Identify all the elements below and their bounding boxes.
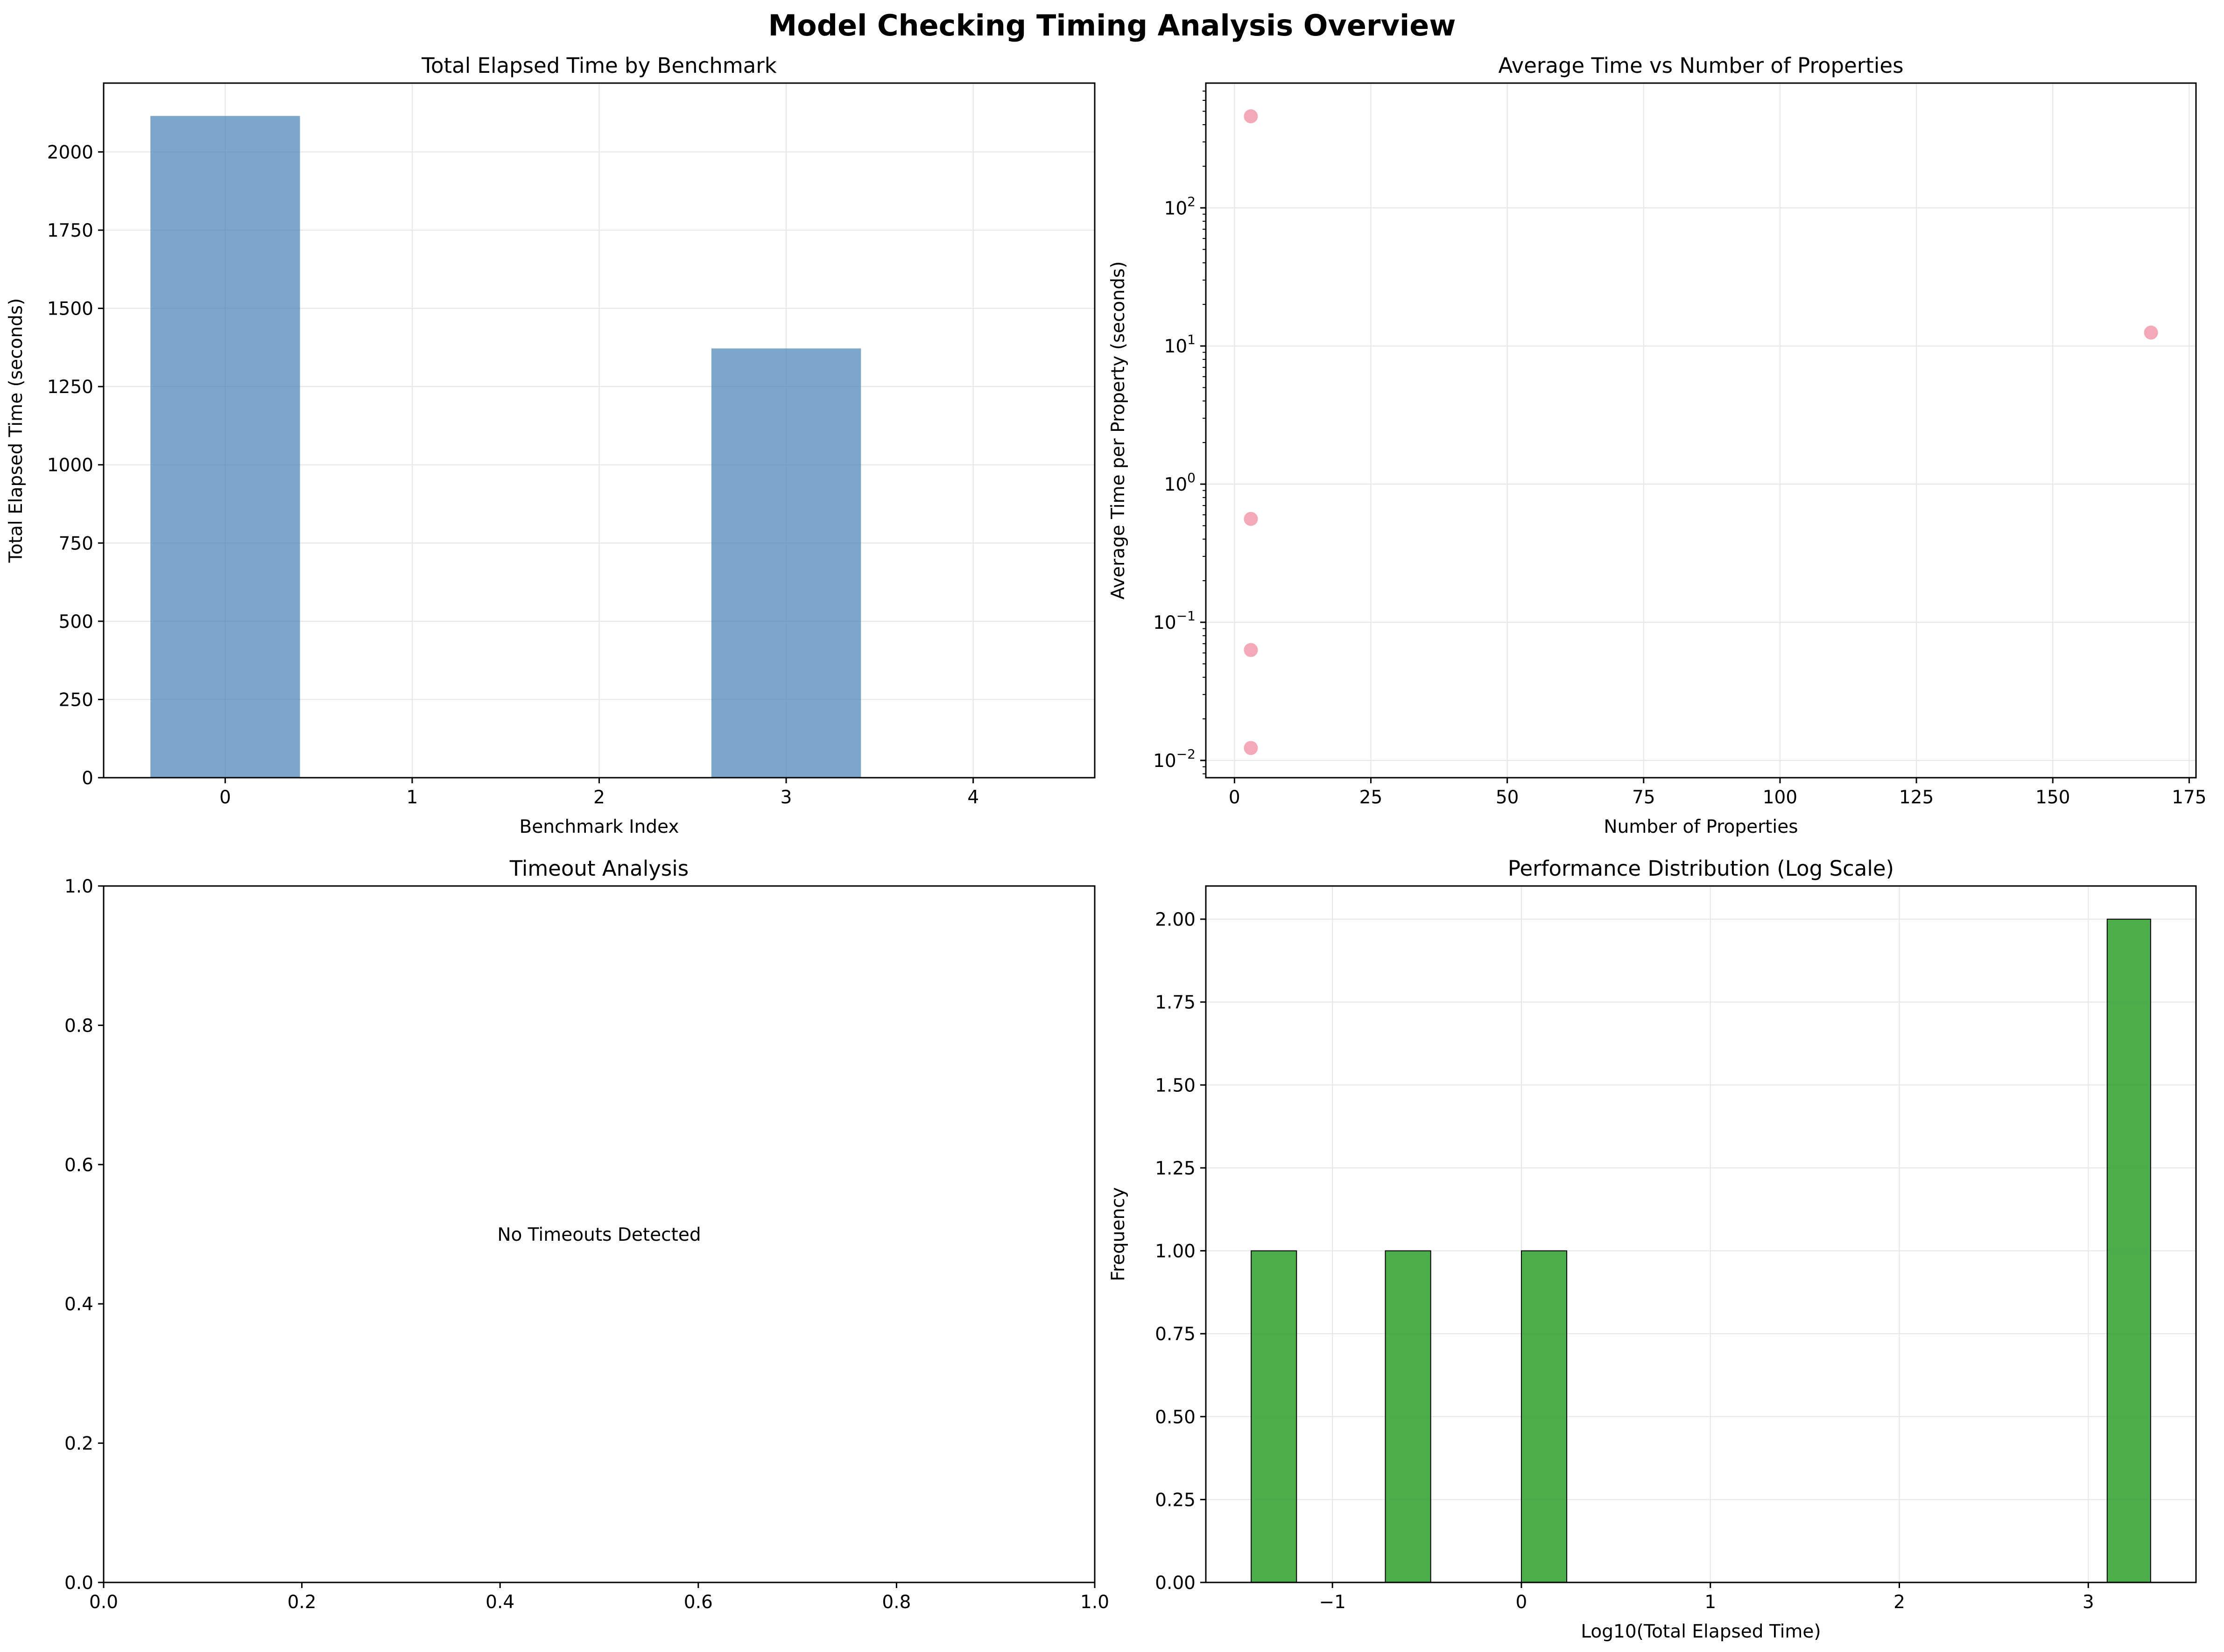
y-tick-label: 1500 bbox=[47, 299, 93, 320]
y-tick-label: 1.50 bbox=[1155, 1075, 1196, 1096]
x-tick-label: 150 bbox=[2035, 787, 2070, 808]
y-tick-label: 0.0 bbox=[64, 1573, 93, 1594]
x-tick-label: 1.0 bbox=[1080, 1592, 1109, 1613]
histogram-bar-1 bbox=[1385, 1250, 1431, 1583]
x-tick-label: 0 bbox=[219, 787, 231, 808]
y-tick-label: 10−2 bbox=[1153, 746, 1196, 772]
chart-title: Timeout Analysis bbox=[509, 856, 689, 881]
y-tick-label: 102 bbox=[1164, 194, 1196, 219]
y-tick-label: 0.75 bbox=[1155, 1324, 1196, 1345]
y-axis-label: Frequency bbox=[1108, 1187, 1129, 1281]
y-tick-label: 1.25 bbox=[1155, 1158, 1196, 1179]
y-tick-label: 1250 bbox=[47, 377, 93, 398]
x-tick-label: 175 bbox=[2172, 787, 2206, 808]
chart-performance-distribution: Performance Distribution (Log Scale) Log1… bbox=[1108, 856, 2197, 1642]
histogram-bar-2 bbox=[1520, 1250, 1568, 1583]
chart-total-elapsed-time: Total Elapsed Time by Benchmark Benchmark… bbox=[6, 53, 1096, 837]
y-tick-label: 0.25 bbox=[1155, 1490, 1196, 1511]
y-tick-label: 1.75 bbox=[1155, 992, 1196, 1013]
scatter-point-4 bbox=[2144, 325, 2158, 340]
y-tick-label: 0.8 bbox=[64, 1015, 93, 1036]
x-tick-label: 0 bbox=[1516, 1592, 1527, 1613]
x-tick-label: 1 bbox=[1704, 1592, 1716, 1613]
histogram-bar-3 bbox=[2106, 919, 2151, 1583]
y-tick-label: 1000 bbox=[47, 455, 93, 476]
y-tick-label: 1750 bbox=[47, 220, 93, 241]
x-tick-label: 0.2 bbox=[288, 1592, 317, 1613]
chart-title: Performance Distribution (Log Scale) bbox=[1508, 856, 1894, 881]
x-tick-label: 1 bbox=[407, 787, 418, 808]
x-tick-label: 0.0 bbox=[89, 1592, 118, 1613]
y-tick-label: 750 bbox=[59, 533, 93, 554]
x-tick-label: 2 bbox=[593, 787, 605, 808]
bar-benchmark-3 bbox=[711, 348, 861, 778]
y-tick-label: 0.50 bbox=[1155, 1407, 1196, 1428]
x-tick-label: 50 bbox=[1496, 787, 1519, 808]
plot-area bbox=[1206, 83, 2196, 778]
x-tick-label: −1 bbox=[1319, 1592, 1346, 1613]
figure-suptitle: Model Checking Timing Analysis Overview bbox=[768, 8, 1456, 42]
axes-frame bbox=[1205, 82, 2197, 779]
y-tick-label: 2.00 bbox=[1155, 909, 1196, 930]
y-tick-label: 100 bbox=[1164, 470, 1196, 495]
x-tick-label: 125 bbox=[1899, 787, 1934, 808]
x-tick-label: 3 bbox=[781, 787, 792, 808]
y-tick-label: 0 bbox=[82, 768, 93, 789]
x-tick-label: 0 bbox=[1229, 787, 1240, 808]
x-axis-label: Benchmark Index bbox=[520, 816, 679, 837]
no-timeouts-annotation: No Timeouts Detected bbox=[497, 1224, 701, 1245]
x-tick-label: 75 bbox=[1632, 787, 1655, 808]
x-tick-label: 100 bbox=[1763, 787, 1797, 808]
x-tick-label: 3 bbox=[2083, 1592, 2094, 1613]
y-tick-label: 0.2 bbox=[64, 1434, 93, 1455]
bar-benchmark-0 bbox=[150, 116, 300, 778]
y-tick-label: 0.4 bbox=[64, 1294, 93, 1315]
x-axis-label: Number of Properties bbox=[1604, 816, 1798, 837]
x-tick-label: 0.4 bbox=[486, 1592, 514, 1613]
x-tick-label: 0.6 bbox=[684, 1592, 713, 1613]
y-tick-label: 1.00 bbox=[1155, 1241, 1196, 1262]
scatter-point-1 bbox=[1244, 512, 1258, 526]
x-tick-label: 0.8 bbox=[882, 1592, 911, 1613]
y-axis-label: Average Time per Property (seconds) bbox=[1108, 261, 1129, 600]
y-tick-label: 0.00 bbox=[1155, 1573, 1196, 1594]
scatter-point-0 bbox=[1244, 109, 1258, 124]
scatter-point-2 bbox=[1244, 643, 1258, 657]
histogram-bar-0 bbox=[1251, 1250, 1297, 1583]
y-tick-label: 250 bbox=[59, 689, 93, 710]
y-tick-label: 500 bbox=[59, 612, 93, 633]
chart-average-time-vs-properties: Average Time vs Number of Properties Numb… bbox=[1108, 53, 2207, 837]
y-tick-label: 0.6 bbox=[64, 1155, 93, 1176]
y-tick-label: 1.0 bbox=[64, 876, 93, 897]
x-tick-label: 2 bbox=[1893, 1592, 1905, 1613]
chart-title: Average Time vs Number of Properties bbox=[1498, 53, 1903, 78]
y-tick-label: 10−1 bbox=[1153, 608, 1196, 633]
y-axis-label: Total Elapsed Time (seconds) bbox=[6, 298, 27, 563]
plot-area bbox=[104, 886, 1095, 1582]
scatter-point-3 bbox=[1244, 741, 1258, 755]
y-tick-label: 101 bbox=[1164, 332, 1196, 357]
axes-frame bbox=[103, 885, 1096, 1583]
y-tick-label: 2000 bbox=[47, 142, 93, 163]
x-axis-label: Log10(Total Elapsed Time) bbox=[1581, 1621, 1821, 1642]
chart-title: Total Elapsed Time by Benchmark bbox=[421, 53, 777, 78]
x-tick-label: 25 bbox=[1359, 787, 1383, 808]
x-tick-label: 4 bbox=[967, 787, 979, 808]
axes-frame bbox=[1205, 885, 2197, 1583]
plot-area bbox=[1206, 886, 2196, 1582]
